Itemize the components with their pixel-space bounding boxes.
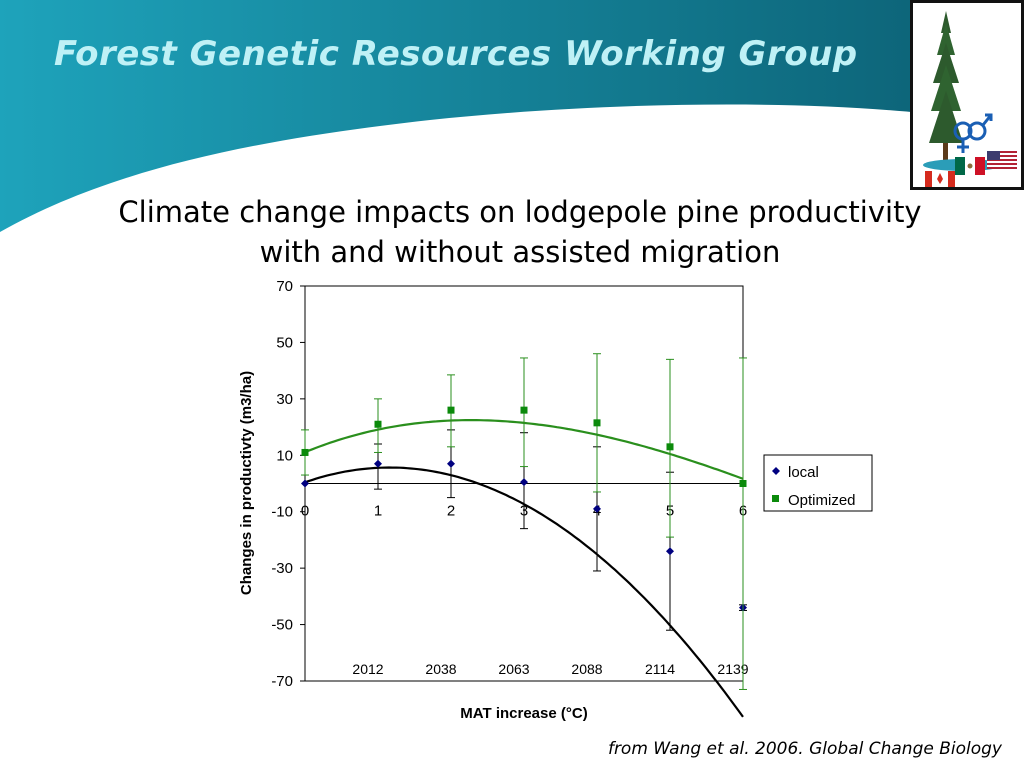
data-point-local xyxy=(374,459,382,468)
legend-marker-optimized xyxy=(772,495,779,502)
y-tick-label: 70 xyxy=(276,278,293,295)
y-tick-label: 50 xyxy=(276,334,293,351)
year-label: 2012 xyxy=(352,661,383,677)
legend-box xyxy=(763,454,873,512)
fit-curve-optimized xyxy=(304,419,744,480)
chart-legend: local Optimized xyxy=(763,454,873,512)
legend-marker-local xyxy=(772,467,780,475)
legend-label-optimized: Optimized xyxy=(788,492,856,509)
heading-line-2: with and without assisted migration xyxy=(259,235,781,269)
data-point-optimized xyxy=(739,480,747,487)
title-banner xyxy=(0,0,1024,232)
y-tick-label: -30 xyxy=(271,560,293,577)
y-tick-label: -10 xyxy=(271,504,293,521)
series-optimized xyxy=(301,353,747,690)
heading-line-1: Climate change impacts on lodgepole pine… xyxy=(118,195,922,229)
legend-label-local: local xyxy=(788,464,819,481)
y-axis-label: Changes in productivty (m3/ha) xyxy=(238,371,255,595)
data-point-local xyxy=(593,504,601,513)
y-tick-label: 30 xyxy=(276,391,293,408)
x-tick-label: 0 xyxy=(301,503,309,520)
slide-heading: Climate change impacts on lodgepole pine… xyxy=(0,192,1024,272)
slide-title: Forest Genetic Resources Working Group xyxy=(54,34,858,74)
year-label: 2139 xyxy=(717,661,748,677)
year-label: 2063 xyxy=(498,661,529,677)
data-point-optimized xyxy=(301,448,309,456)
data-point-local xyxy=(666,547,674,556)
source-citation: from Wang et al. 2006. Global Change Bio… xyxy=(607,739,1002,759)
series-local xyxy=(301,429,747,718)
mexico-flag-icon xyxy=(955,157,985,175)
data-point-optimized xyxy=(447,406,455,414)
x-axis-label: MAT increase (°C) xyxy=(460,705,587,722)
data-point-optimized xyxy=(593,419,601,427)
data-point-local xyxy=(520,478,528,487)
fit-curve-local xyxy=(304,466,744,718)
year-label: 2114 xyxy=(645,661,675,677)
data-point-local xyxy=(301,479,309,488)
y-tick-label: 10 xyxy=(276,447,293,464)
data-point-optimized xyxy=(520,406,528,414)
year-label: 2088 xyxy=(571,661,602,677)
y-tick-label: -70 xyxy=(271,673,293,690)
y-tick-label: -50 xyxy=(271,617,293,634)
usa-flag-icon xyxy=(987,151,1017,169)
data-point-optimized xyxy=(666,443,674,451)
year-label: 2038 xyxy=(425,661,456,677)
x-tick-label: 2 xyxy=(447,503,455,520)
working-group-logo xyxy=(910,0,1024,190)
data-point-optimized xyxy=(374,420,382,428)
gender-symbols-icon xyxy=(953,113,993,153)
canada-flag-icon xyxy=(925,171,955,187)
data-point-local xyxy=(447,459,455,468)
x-tick-label: 1 xyxy=(374,503,382,520)
